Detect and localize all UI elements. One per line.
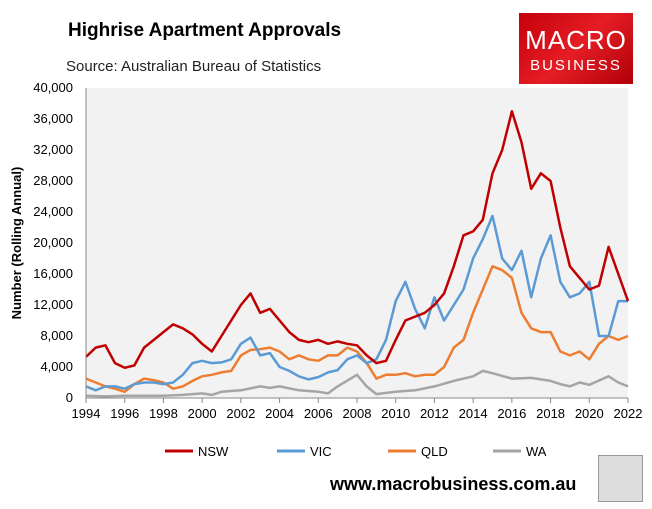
legend-label-wa: WA (526, 444, 547, 459)
logo-line2: BUSINESS (530, 57, 622, 74)
y-tick-label: 16,000 (33, 266, 73, 281)
y-tick-label: 4,000 (40, 359, 73, 374)
x-tick-label: 2022 (614, 406, 643, 421)
chart-subtitle: Source: Australian Bureau of Statistics (66, 58, 322, 75)
series-line-wa (85, 369, 629, 398)
x-tick-label: 1994 (72, 406, 101, 421)
series-line-qld (85, 265, 629, 394)
x-tick-label: 2014 (459, 406, 488, 421)
legend-label-nsw: NSW (198, 444, 229, 459)
x-tick-label: 2020 (575, 406, 604, 421)
x-tick-label: 2006 (304, 406, 333, 421)
y-tick-label: 24,000 (33, 204, 73, 219)
x-tick-label: 2018 (536, 406, 565, 421)
series-line-nsw (85, 110, 630, 370)
wolf-logo-icon (598, 455, 643, 502)
x-tick-label: 2012 (420, 406, 449, 421)
y-tick-label: 40,000 (33, 80, 73, 95)
logo-line1: MACRO (525, 25, 627, 55)
x-tick-label: 2008 (343, 406, 372, 421)
y-tick-label: 8,000 (40, 328, 73, 343)
y-tick-label: 0 (66, 390, 73, 405)
x-tick-label: 2016 (497, 406, 526, 421)
x-tick-label: 1996 (110, 406, 139, 421)
y-tick-label: 36,000 (33, 111, 73, 126)
x-tick-label: 2000 (188, 406, 217, 421)
y-tick-label: 28,000 (33, 173, 73, 188)
y-axis-label: Number (Rolling Annual) (9, 167, 24, 320)
chart-title: Highrise Apartment Approvals (68, 20, 342, 41)
y-tick-label: 20,000 (33, 235, 73, 250)
series-line-vic (85, 214, 628, 392)
y-tick-label: 32,000 (33, 142, 73, 157)
x-tick-label: 1998 (149, 406, 178, 421)
x-tick-label: 2002 (226, 406, 255, 421)
x-tick-label: 2004 (265, 406, 294, 421)
y-tick-label: 12,000 (33, 297, 73, 312)
website-url: www.macrobusiness.com.au (330, 474, 577, 494)
legend-label-qld: QLD (421, 444, 448, 459)
macrobusiness-logo: MACRO BUSINESS (519, 13, 633, 84)
x-tick-label: 2010 (381, 406, 410, 421)
legend-label-vic: VIC (310, 444, 332, 459)
